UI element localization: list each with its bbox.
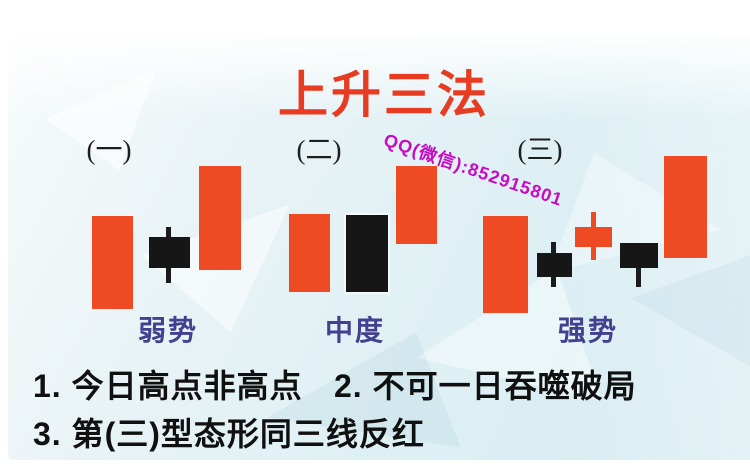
candle-bullish <box>396 166 437 244</box>
note-1: 1. 今日高点非高点 <box>33 368 303 404</box>
note-3: 3. 第(三)型态形同三线反红 <box>33 416 425 452</box>
candle-wick <box>166 227 171 237</box>
candle-wick <box>166 268 171 283</box>
candle-wick <box>591 212 596 227</box>
group-3-strength-label: 强势 <box>557 315 618 346</box>
candle-bullish <box>664 156 707 258</box>
candle-bullish <box>92 216 133 309</box>
page-title: 上升三法 <box>278 67 490 123</box>
candle-bullish <box>199 166 241 270</box>
candle-bearish <box>620 243 658 268</box>
candle-bearish <box>346 215 388 292</box>
group-1-strength-label: 弱势 <box>137 315 198 346</box>
group-2-index-label: (二) <box>296 135 342 165</box>
candle-wick <box>551 242 556 253</box>
candle-bullish <box>483 216 528 313</box>
candle-bearish <box>149 237 190 268</box>
candle-wick <box>591 247 596 260</box>
group-1-index-label: (一) <box>86 135 132 165</box>
candle-wick <box>636 268 641 287</box>
group-2-strength-label: 中度 <box>324 315 385 346</box>
candle-wick <box>551 277 556 287</box>
group-3-index-label: (三) <box>517 135 563 165</box>
candle-bearish <box>537 253 572 277</box>
candle-bullish <box>289 214 330 292</box>
note-2: 2. 不可一日吞噬破局 <box>334 368 637 404</box>
candle-bullish <box>575 227 612 247</box>
